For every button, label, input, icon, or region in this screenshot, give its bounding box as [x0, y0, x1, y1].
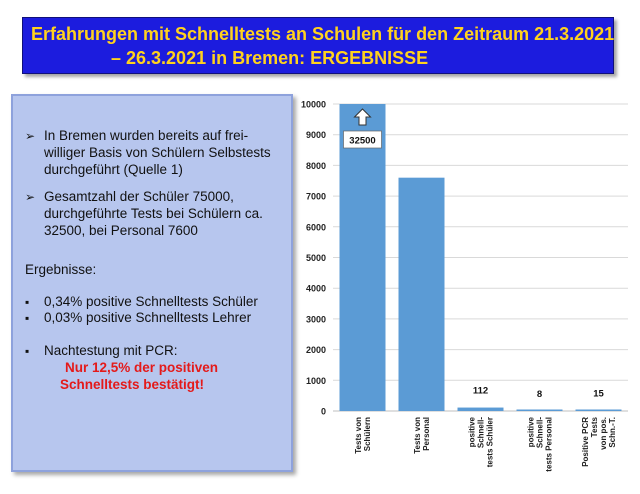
data-label-box: [343, 130, 382, 149]
bullet2-line3: 32500, bei Personal 7600: [44, 223, 198, 238]
y-tick-label: 9000: [306, 130, 326, 140]
overflow-arrow-icon: [353, 108, 372, 126]
y-tick-label: 1000: [306, 376, 326, 386]
bullet2-line2: durchgeführte Tests bei Schülern ca.: [44, 206, 263, 221]
data-label: 32500: [349, 136, 375, 147]
square-bullet-icon: ▪: [25, 311, 30, 325]
x-tick-label-line: tests Personal: [545, 417, 554, 472]
y-tick-label: 7000: [306, 192, 326, 202]
highlight-line-2: Schnelltests bestätigt!: [60, 377, 205, 392]
title-banner: Erfahrungen mit Schnelltests an Schulen …: [22, 17, 614, 74]
x-tick-label-line: Schn.-T.: [608, 417, 617, 448]
x-tick-label-line: tests Schüler: [486, 417, 495, 467]
bullet1-line3: durchgeführt (Quelle 1): [44, 162, 183, 177]
bar: [516, 409, 563, 411]
x-tick-label-line: Tests von: [413, 417, 422, 454]
y-tick-label: 4000: [306, 284, 326, 294]
result-2: 0,03% positive Schnelltests Lehrer: [44, 310, 252, 325]
y-tick-label: 6000: [306, 222, 326, 232]
x-tick-label-line: Tests von: [354, 417, 363, 454]
y-tick-label: 10000: [301, 100, 326, 110]
data-label: 15: [593, 389, 604, 400]
arrow-bullet-icon: ➢: [25, 190, 36, 204]
y-tick-label: 0: [321, 407, 326, 417]
arrow-bullet-icon: ➢: [25, 129, 36, 143]
title-line-1: Erfahrungen mit Schnelltests an Schulen …: [31, 24, 615, 44]
bullet1-line2: williger Basis von Schülern Selbstests: [44, 145, 271, 160]
x-tick-label-line: Schülern: [363, 417, 372, 451]
bar: [457, 407, 504, 411]
x-tick-label: Positive PCR Tests von pos. Schn.-T.: [581, 416, 617, 466]
x-tick-label-line: Positive PCR: [581, 417, 590, 467]
x-tick-label: Tests von Personal: [413, 417, 431, 454]
bar: [339, 104, 386, 411]
result-1: 0,34% positive Schnelltests Schüler: [44, 294, 258, 309]
x-tick-label-line: Personal: [422, 417, 431, 451]
x-tick-label-line: Schnell-: [477, 417, 486, 448]
bullet2-line1: Gesamtzahl der Schüler 75000,: [44, 189, 234, 204]
bar: [575, 409, 622, 411]
result-3: Nachtestung mit PCR:: [44, 343, 178, 358]
y-tick-label: 3000: [306, 314, 326, 324]
bullet1-line1: In Bremen wurden bereits auf frei-: [44, 128, 249, 143]
x-tick-label-line: Tests: [590, 416, 599, 437]
results-heading: Ergebnisse:: [25, 262, 97, 277]
x-tick-label-line: positive: [468, 416, 477, 447]
x-tick-label: positive Schnell-tests Schüler: [468, 416, 495, 467]
data-label: 112: [473, 386, 488, 397]
title-line-2: – 26.3.2021 in Bremen: ERGEBNISSE: [111, 48, 429, 68]
x-tick-label: Tests von Schülern: [354, 417, 372, 454]
x-tick-label-line: Schnell-: [536, 417, 545, 448]
y-tick-label: 5000: [306, 253, 326, 263]
y-tick-label: 2000: [306, 345, 326, 355]
y-tick-label: 8000: [306, 161, 326, 171]
x-tick-label-line: positive: [527, 416, 536, 447]
data-label: 8: [537, 389, 542, 400]
x-tick-label-line: von pos.: [599, 417, 608, 450]
x-tick-label: positive Schnell-tests Personal: [527, 416, 554, 471]
square-bullet-icon: ▪: [25, 295, 30, 309]
square-bullet-icon: ▪: [25, 344, 30, 358]
bar: [398, 177, 445, 411]
text-panel: ➢ In Bremen wurden bereits auf frei- wil…: [11, 94, 293, 472]
highlight-line-1: Nur 12,5% der positiven: [65, 360, 219, 375]
